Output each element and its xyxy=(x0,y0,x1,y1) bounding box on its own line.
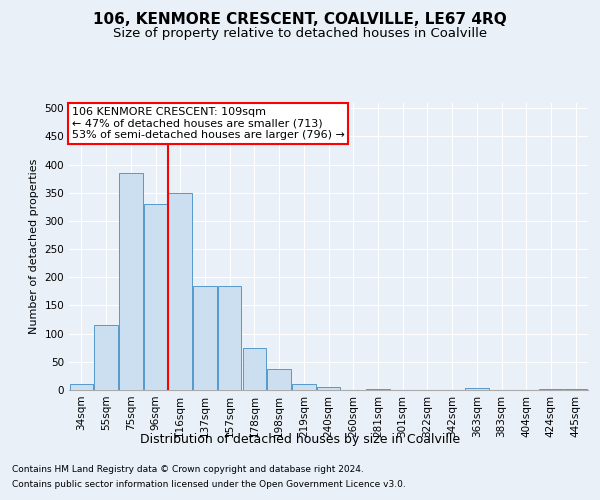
Bar xyxy=(465,388,488,390)
Bar xyxy=(268,369,291,390)
Bar xyxy=(119,173,143,390)
Bar xyxy=(94,325,118,390)
Bar xyxy=(564,389,587,390)
Bar xyxy=(193,286,217,390)
Text: Distribution of detached houses by size in Coalville: Distribution of detached houses by size … xyxy=(140,432,460,446)
Bar xyxy=(317,386,340,390)
Bar xyxy=(292,384,316,390)
Text: 106, KENMORE CRESCENT, COALVILLE, LE67 4RQ: 106, KENMORE CRESCENT, COALVILLE, LE67 4… xyxy=(93,12,507,28)
Bar xyxy=(218,286,241,390)
Bar xyxy=(144,204,167,390)
Text: Contains HM Land Registry data © Crown copyright and database right 2024.: Contains HM Land Registry data © Crown c… xyxy=(12,465,364,474)
Text: Size of property relative to detached houses in Coalville: Size of property relative to detached ho… xyxy=(113,28,487,40)
Y-axis label: Number of detached properties: Number of detached properties xyxy=(29,158,39,334)
Text: Contains public sector information licensed under the Open Government Licence v3: Contains public sector information licen… xyxy=(12,480,406,489)
Bar xyxy=(242,348,266,390)
Bar xyxy=(70,384,93,390)
Bar xyxy=(539,389,563,390)
Bar xyxy=(169,192,192,390)
Text: 106 KENMORE CRESCENT: 109sqm
← 47% of detached houses are smaller (713)
53% of s: 106 KENMORE CRESCENT: 109sqm ← 47% of de… xyxy=(71,107,344,140)
